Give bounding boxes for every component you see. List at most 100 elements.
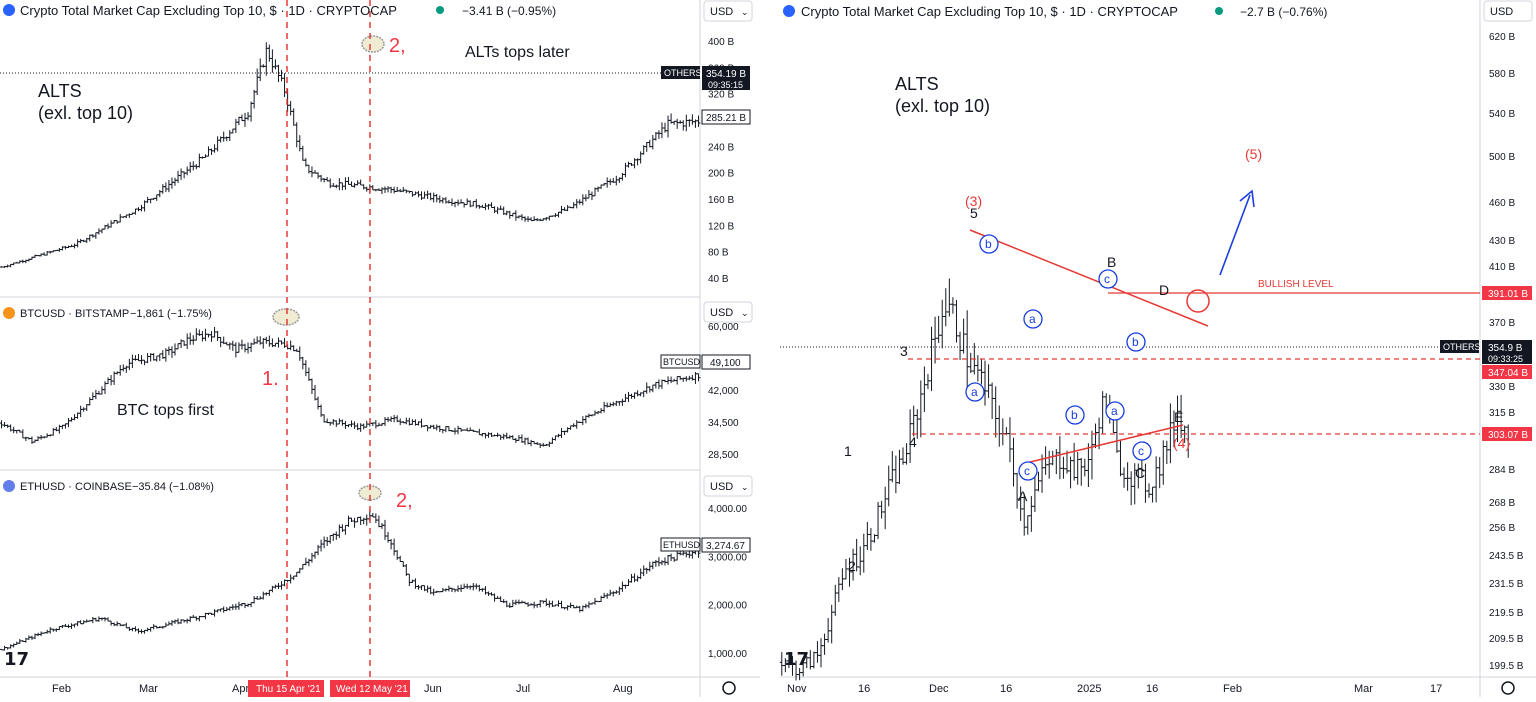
right-bar	[826, 618, 830, 643]
alts-bar	[496, 207, 500, 214]
alts-peak-label: 2,	[389, 35, 406, 57]
currency-select-label: USD	[710, 6, 733, 18]
right-chart: Crypto Total Market Cap Excluding Top 10…	[780, 0, 1536, 697]
alts-bar	[158, 190, 162, 197]
right-bar	[1090, 431, 1094, 480]
eth-bar	[328, 535, 332, 543]
btc-symbol-tag-text: BTCUSD	[663, 357, 701, 367]
eth-bar	[617, 587, 621, 595]
btc-bar	[596, 411, 600, 414]
eth-bar	[70, 623, 74, 629]
eth-bar	[450, 588, 454, 592]
alts-tick-label: 200 B	[708, 169, 734, 180]
right-bar	[994, 386, 998, 437]
eth-bar	[246, 603, 250, 606]
btc-bar	[304, 360, 308, 376]
eth-bar	[493, 593, 497, 601]
btc-bar	[118, 365, 122, 376]
eth-peak-label: 2,	[396, 490, 413, 512]
right-bar	[858, 546, 862, 575]
btc-tick-label: 42,000	[708, 386, 739, 397]
right-bar	[1165, 441, 1169, 464]
alts-bar	[630, 163, 634, 166]
right-bar	[1083, 459, 1087, 477]
eth-bar	[477, 585, 481, 592]
eth-currency-select-label: USD	[710, 481, 733, 493]
alts-bar	[386, 186, 390, 192]
right-bar	[798, 668, 802, 680]
btc-bar	[143, 360, 147, 365]
eth-bar	[237, 602, 241, 610]
alts-bar	[483, 203, 487, 210]
right-tick-label: 500 B	[1489, 152, 1515, 163]
btc-bar	[675, 376, 679, 384]
alts-bar	[362, 184, 366, 189]
right-tick-label: 410 B	[1489, 262, 1515, 273]
right-bar	[876, 502, 880, 539]
eth-tick-label: 2,000.00	[708, 601, 747, 612]
eth-bar	[660, 560, 664, 565]
eth-candles	[0, 510, 700, 651]
btc-bar	[343, 421, 347, 429]
btc-bar	[243, 344, 247, 353]
btc-bar	[188, 333, 192, 345]
alts-bar	[295, 122, 299, 147]
right-bar	[1061, 457, 1065, 479]
alts-bar	[188, 162, 192, 173]
eth-bar	[420, 585, 424, 590]
projection-arrow	[1220, 195, 1250, 275]
eth-bar	[605, 593, 609, 599]
eth-bar	[544, 599, 548, 607]
eth-bar	[517, 600, 521, 605]
eth-tick-label: 4,000.00	[708, 504, 747, 515]
alts-bar	[426, 190, 430, 199]
alts-bar	[228, 130, 232, 141]
eth-bar	[337, 524, 341, 537]
btc-bar	[511, 435, 515, 439]
eth-bar	[152, 624, 156, 629]
btc-bar	[0, 420, 4, 428]
btc-bar	[66, 418, 70, 427]
btc-annotation-tops: BTC tops first	[117, 402, 214, 419]
right-bar	[1086, 443, 1090, 487]
subwave-label: c	[1138, 444, 1144, 458]
chevron-down-icon: ⌄	[741, 482, 749, 492]
alts-bar	[651, 135, 655, 149]
btc-bar	[30, 436, 34, 443]
eth-bar	[471, 583, 475, 590]
eth-bar	[18, 639, 22, 644]
eth-bar	[127, 627, 131, 631]
wave-b-label: B	[1107, 254, 1116, 270]
btc-bar	[289, 340, 293, 350]
eth-bar	[462, 584, 466, 589]
subwave-label: b	[985, 237, 992, 251]
eth-bar	[413, 578, 417, 589]
vline-label-apr-text: Thu 15 Apr '21	[256, 684, 321, 695]
eth-bar	[304, 558, 308, 565]
alts-bar	[109, 220, 113, 227]
btc-bar	[322, 414, 326, 422]
btc-bar	[636, 390, 640, 396]
subwave-label: c	[1104, 272, 1110, 286]
btc-bar	[605, 403, 609, 408]
right-tick-label: 330 B	[1489, 382, 1515, 393]
btc-bar	[21, 429, 25, 438]
right-bar	[823, 634, 827, 655]
alts-bar	[343, 177, 347, 190]
settings-gear-icon[interactable]	[1502, 682, 1514, 694]
subwave-label: c	[1024, 464, 1030, 478]
settings-gear-icon[interactable]	[723, 682, 735, 694]
btc-bar	[626, 392, 630, 402]
eth-bar	[663, 557, 667, 565]
btc-bar	[146, 353, 150, 363]
alts-bar	[94, 233, 98, 239]
right-bar	[965, 310, 969, 388]
alts-bar	[623, 163, 627, 177]
eth-bar	[611, 591, 615, 596]
right-bar	[919, 380, 923, 437]
btc-bar	[100, 386, 104, 394]
right-tick-label: 284 B	[1489, 465, 1515, 476]
